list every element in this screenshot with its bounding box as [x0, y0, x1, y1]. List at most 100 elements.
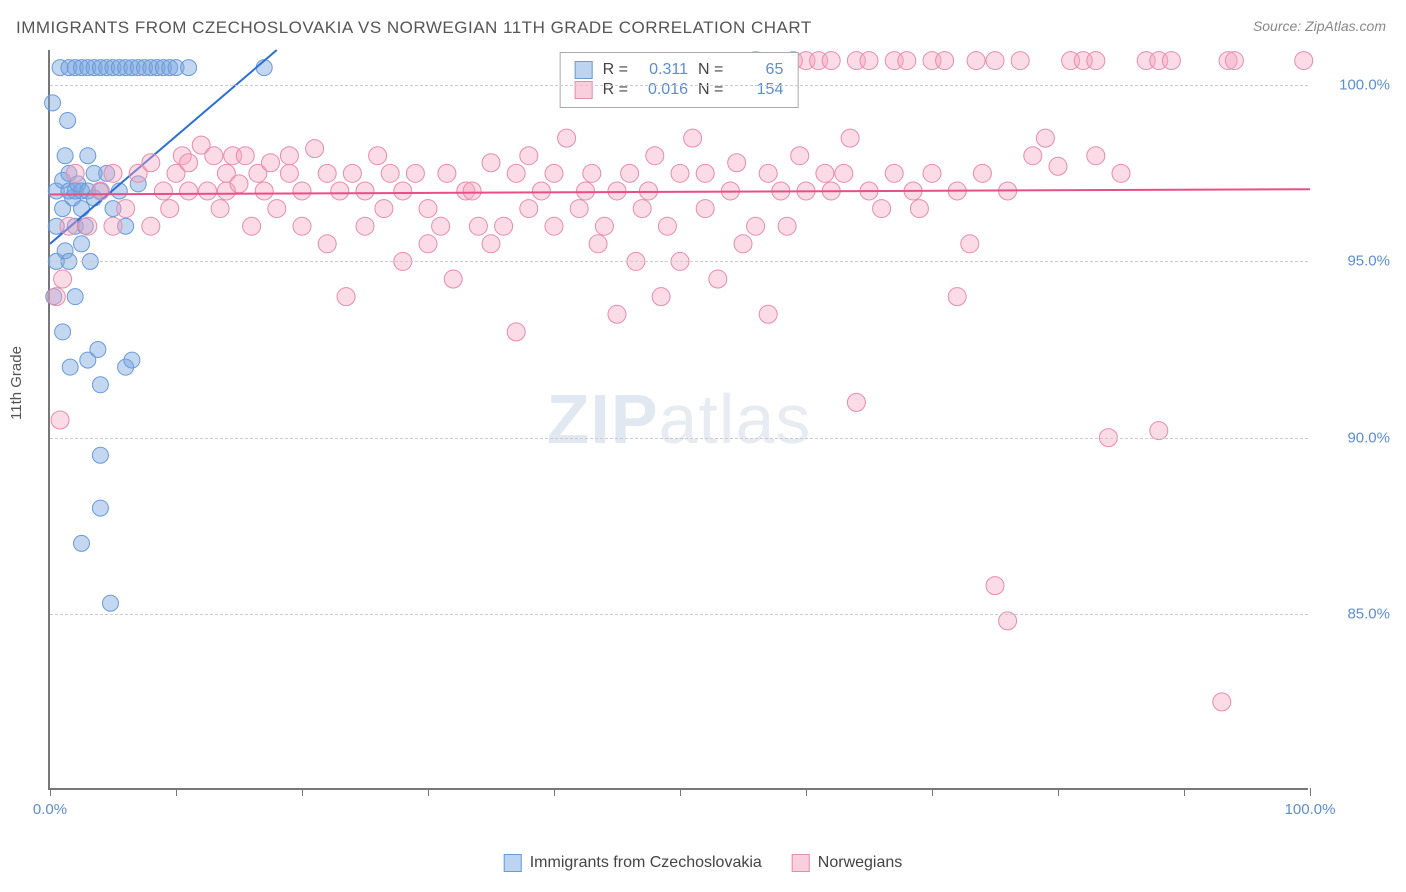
chart-svg — [50, 50, 1308, 788]
data-point-norwegian — [419, 200, 437, 218]
data-point-norwegian — [293, 217, 311, 235]
data-point-norwegian — [180, 154, 198, 172]
data-point-norwegian — [923, 164, 941, 182]
data-point-norwegian — [280, 164, 298, 182]
data-point-norwegian — [570, 200, 588, 218]
data-point-norwegian — [482, 235, 500, 253]
data-point-norwegian — [262, 154, 280, 172]
data-point-norwegian — [51, 411, 69, 429]
gridline — [50, 261, 1308, 262]
data-point-norwegian — [658, 217, 676, 235]
data-point-norwegian — [255, 182, 273, 200]
data-point-norwegian — [293, 182, 311, 200]
data-point-norwegian — [841, 129, 859, 147]
data-point-norwegian — [79, 217, 97, 235]
gridline — [50, 85, 1308, 86]
stat-r-label: R = — [603, 61, 628, 79]
data-point-norwegian — [1011, 52, 1029, 70]
stat-n-norwegian: 154 — [733, 81, 783, 99]
data-point-norwegian — [1036, 129, 1054, 147]
legend-stats-row-czech: R = 0.311 N = 65 — [575, 61, 784, 79]
legend-swatch-czech — [575, 61, 593, 79]
data-point-czech — [92, 447, 108, 463]
data-point-norwegian — [507, 164, 525, 182]
data-point-norwegian — [104, 217, 122, 235]
data-point-norwegian — [589, 235, 607, 253]
y-tick-label: 100.0% — [1315, 77, 1390, 94]
data-point-czech — [55, 324, 71, 340]
data-point-norwegian — [1024, 147, 1042, 165]
data-point-norwegian — [728, 154, 746, 172]
x-tick — [428, 788, 429, 796]
x-tick — [806, 788, 807, 796]
data-point-norwegian — [91, 182, 109, 200]
data-point-czech — [74, 201, 90, 217]
data-point-norwegian — [180, 182, 198, 200]
plot-area: ZIPatlas R = 0.311 N = 65 R = 0.016 N = … — [48, 50, 1308, 790]
data-point-norwegian — [1213, 693, 1231, 711]
data-point-norwegian — [545, 217, 563, 235]
data-point-norwegian — [142, 217, 160, 235]
data-point-norwegian — [671, 164, 689, 182]
data-point-norwegian — [444, 270, 462, 288]
data-point-norwegian — [936, 52, 954, 70]
data-point-norwegian — [419, 235, 437, 253]
data-point-norwegian — [961, 235, 979, 253]
data-point-czech — [124, 352, 140, 368]
data-point-norwegian — [343, 164, 361, 182]
data-point-norwegian — [507, 323, 525, 341]
legend-label-czech: Immigrants from Czechoslovakia — [530, 854, 762, 872]
data-point-norwegian — [898, 52, 916, 70]
data-point-norwegian — [438, 164, 456, 182]
data-point-norwegian — [759, 164, 777, 182]
data-point-norwegian — [318, 164, 336, 182]
data-point-norwegian — [734, 235, 752, 253]
data-point-czech — [62, 359, 78, 375]
x-tick-label: 0.0% — [33, 801, 67, 818]
data-point-norwegian — [482, 154, 500, 172]
data-point-norwegian — [986, 577, 1004, 595]
data-point-norwegian — [1087, 147, 1105, 165]
data-point-norwegian — [1295, 52, 1313, 70]
data-point-norwegian — [520, 200, 538, 218]
data-point-norwegian — [822, 52, 840, 70]
data-point-norwegian — [973, 164, 991, 182]
legend-bottom: Immigrants from Czechoslovakia Norwegian… — [504, 854, 903, 872]
stat-n-czech: 65 — [733, 61, 783, 79]
gridline — [50, 614, 1308, 615]
x-tick — [176, 788, 177, 796]
data-point-norwegian — [778, 217, 796, 235]
data-point-norwegian — [1112, 164, 1130, 182]
y-tick-label: 85.0% — [1315, 605, 1390, 622]
data-point-norwegian — [406, 164, 424, 182]
data-point-czech — [45, 95, 61, 111]
y-tick-label: 95.0% — [1315, 253, 1390, 270]
x-tick — [50, 788, 51, 796]
data-point-norwegian — [199, 182, 217, 200]
stat-r-label: R = — [603, 81, 628, 99]
data-point-norwegian — [860, 52, 878, 70]
legend-item-czech: Immigrants from Czechoslovakia — [504, 854, 762, 872]
data-point-norwegian — [394, 182, 412, 200]
data-point-norwegian — [532, 182, 550, 200]
data-point-norwegian — [211, 200, 229, 218]
data-point-norwegian — [986, 52, 1004, 70]
legend-stats-box: R = 0.311 N = 65 R = 0.016 N = 154 — [560, 52, 799, 108]
data-point-norwegian — [104, 164, 122, 182]
data-point-norwegian — [236, 147, 254, 165]
chart-title: IMMIGRANTS FROM CZECHOSLOVAKIA VS NORWEG… — [16, 18, 812, 38]
data-point-norwegian — [54, 270, 72, 288]
data-point-norwegian — [633, 200, 651, 218]
x-tick — [932, 788, 933, 796]
data-point-czech — [102, 595, 118, 611]
data-point-norwegian — [142, 154, 160, 172]
data-point-norwegian — [60, 217, 78, 235]
data-point-norwegian — [646, 147, 664, 165]
data-point-norwegian — [1049, 157, 1067, 175]
data-point-norwegian — [495, 217, 513, 235]
data-point-czech — [74, 535, 90, 551]
data-point-norwegian — [205, 147, 223, 165]
data-point-norwegian — [696, 200, 714, 218]
data-point-czech — [92, 500, 108, 516]
data-point-norwegian — [268, 200, 286, 218]
